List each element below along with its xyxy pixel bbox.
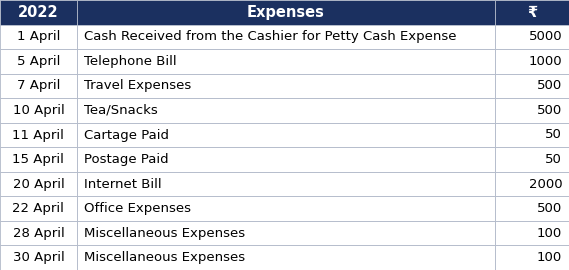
Text: Telephone Bill: Telephone Bill — [84, 55, 176, 68]
Text: Cash Received from the Cashier for Petty Cash Expense: Cash Received from the Cashier for Petty… — [84, 30, 456, 43]
Text: 100: 100 — [537, 251, 562, 264]
FancyBboxPatch shape — [495, 172, 569, 196]
FancyBboxPatch shape — [77, 221, 495, 245]
FancyBboxPatch shape — [495, 74, 569, 98]
FancyBboxPatch shape — [77, 172, 495, 196]
FancyBboxPatch shape — [77, 49, 495, 74]
Text: Miscellaneous Expenses: Miscellaneous Expenses — [84, 227, 245, 240]
FancyBboxPatch shape — [495, 221, 569, 245]
Text: 2000: 2000 — [529, 178, 562, 191]
FancyBboxPatch shape — [0, 49, 77, 74]
Text: ₹: ₹ — [527, 5, 537, 20]
Text: Expenses: Expenses — [247, 5, 325, 20]
Text: 5 April: 5 April — [17, 55, 60, 68]
FancyBboxPatch shape — [77, 147, 495, 172]
FancyBboxPatch shape — [0, 147, 77, 172]
Text: 500: 500 — [537, 202, 562, 215]
FancyBboxPatch shape — [495, 245, 569, 270]
FancyBboxPatch shape — [0, 98, 77, 123]
FancyBboxPatch shape — [77, 196, 495, 221]
FancyBboxPatch shape — [495, 147, 569, 172]
FancyBboxPatch shape — [77, 245, 495, 270]
Text: 7 April: 7 April — [17, 79, 60, 92]
FancyBboxPatch shape — [495, 25, 569, 49]
FancyBboxPatch shape — [495, 98, 569, 123]
Text: 30 April: 30 April — [13, 251, 64, 264]
FancyBboxPatch shape — [77, 0, 495, 25]
FancyBboxPatch shape — [495, 196, 569, 221]
Text: 2022: 2022 — [18, 5, 59, 20]
Text: 10 April: 10 April — [13, 104, 64, 117]
FancyBboxPatch shape — [0, 172, 77, 196]
Text: 20 April: 20 April — [13, 178, 64, 191]
Text: 1 April: 1 April — [17, 30, 60, 43]
Text: 100: 100 — [537, 227, 562, 240]
FancyBboxPatch shape — [77, 25, 495, 49]
FancyBboxPatch shape — [77, 74, 495, 98]
Text: 5000: 5000 — [529, 30, 562, 43]
FancyBboxPatch shape — [495, 0, 569, 25]
Text: 15 April: 15 April — [13, 153, 64, 166]
FancyBboxPatch shape — [0, 196, 77, 221]
Text: Cartage Paid: Cartage Paid — [84, 129, 168, 141]
Text: Miscellaneous Expenses: Miscellaneous Expenses — [84, 251, 245, 264]
Text: Office Expenses: Office Expenses — [84, 202, 191, 215]
Text: Internet Bill: Internet Bill — [84, 178, 161, 191]
Text: 500: 500 — [537, 79, 562, 92]
FancyBboxPatch shape — [0, 0, 77, 25]
FancyBboxPatch shape — [77, 123, 495, 147]
FancyBboxPatch shape — [77, 98, 495, 123]
Text: 22 April: 22 April — [13, 202, 64, 215]
FancyBboxPatch shape — [495, 49, 569, 74]
Text: Travel Expenses: Travel Expenses — [84, 79, 191, 92]
Text: 50: 50 — [545, 153, 562, 166]
Text: 50: 50 — [545, 129, 562, 141]
Text: 28 April: 28 April — [13, 227, 64, 240]
FancyBboxPatch shape — [0, 221, 77, 245]
Text: 500: 500 — [537, 104, 562, 117]
FancyBboxPatch shape — [0, 245, 77, 270]
Text: 11 April: 11 April — [13, 129, 64, 141]
Text: Postage Paid: Postage Paid — [84, 153, 168, 166]
FancyBboxPatch shape — [0, 25, 77, 49]
Text: Tea/Snacks: Tea/Snacks — [84, 104, 158, 117]
FancyBboxPatch shape — [0, 123, 77, 147]
FancyBboxPatch shape — [495, 123, 569, 147]
FancyBboxPatch shape — [0, 74, 77, 98]
Text: 1000: 1000 — [529, 55, 562, 68]
